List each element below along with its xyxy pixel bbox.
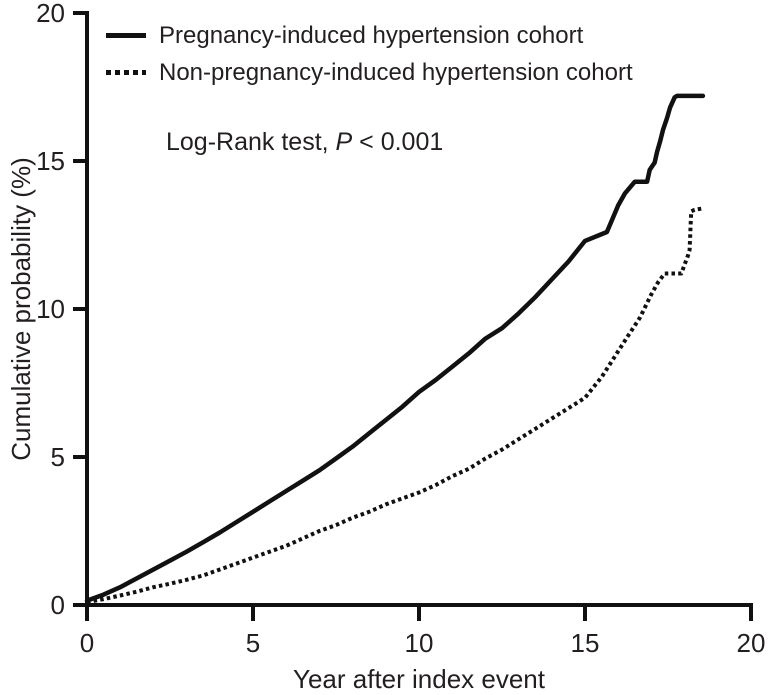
y-tick-labels: 0 5 10 15 20: [36, 0, 65, 620]
log-rank-annotation: Log-Rank test, P < 0.001: [166, 128, 443, 157]
y-axis-title: Cumulative probability (%): [6, 157, 36, 460]
y-ticks: [73, 11, 85, 607]
x-axis-title: Year after index event: [293, 664, 546, 694]
non-pih-cohort-curve: [86, 206, 704, 604]
y-tick-label: 5: [51, 442, 65, 472]
dotted-line-marker-icon: [106, 70, 146, 75]
x-tick-label: 20: [737, 628, 766, 658]
legend-item-non-pih: Non-pregnancy-induced hypertension cohor…: [106, 54, 633, 91]
pih-cohort-curve: [84, 93, 706, 603]
x-tick-label: 15: [571, 628, 600, 658]
x-tick-label: 5: [246, 628, 260, 658]
y-tick-label: 10: [36, 294, 65, 324]
legend-label-non-pih: Non-pregnancy-induced hypertension cohor…: [159, 58, 633, 86]
y-tick-label: 0: [51, 590, 65, 620]
annotation-p-symbol: P: [335, 128, 353, 156]
x-tick-label: 10: [405, 628, 434, 658]
annotation-suffix: < 0.001: [352, 128, 444, 156]
y-tick-label: 15: [36, 146, 65, 176]
legend-label-pih: Pregnancy-induced hypertension cohort: [159, 21, 584, 49]
axes: 0 5 10 15 20 0 5 10 15 20: [36, 0, 765, 658]
solid-line-marker-icon: [106, 33, 146, 38]
annotation-prefix: Log-Rank test,: [166, 128, 336, 156]
x-tick-label: 0: [80, 628, 94, 658]
legend-item-pih: Pregnancy-induced hypertension cohort: [106, 17, 633, 54]
y-tick-label: 20: [36, 0, 65, 28]
x-ticks: [85, 607, 753, 621]
legend: Pregnancy-induced hypertension cohort No…: [106, 17, 633, 91]
x-tick-labels: 0 5 10 15 20: [80, 628, 766, 658]
